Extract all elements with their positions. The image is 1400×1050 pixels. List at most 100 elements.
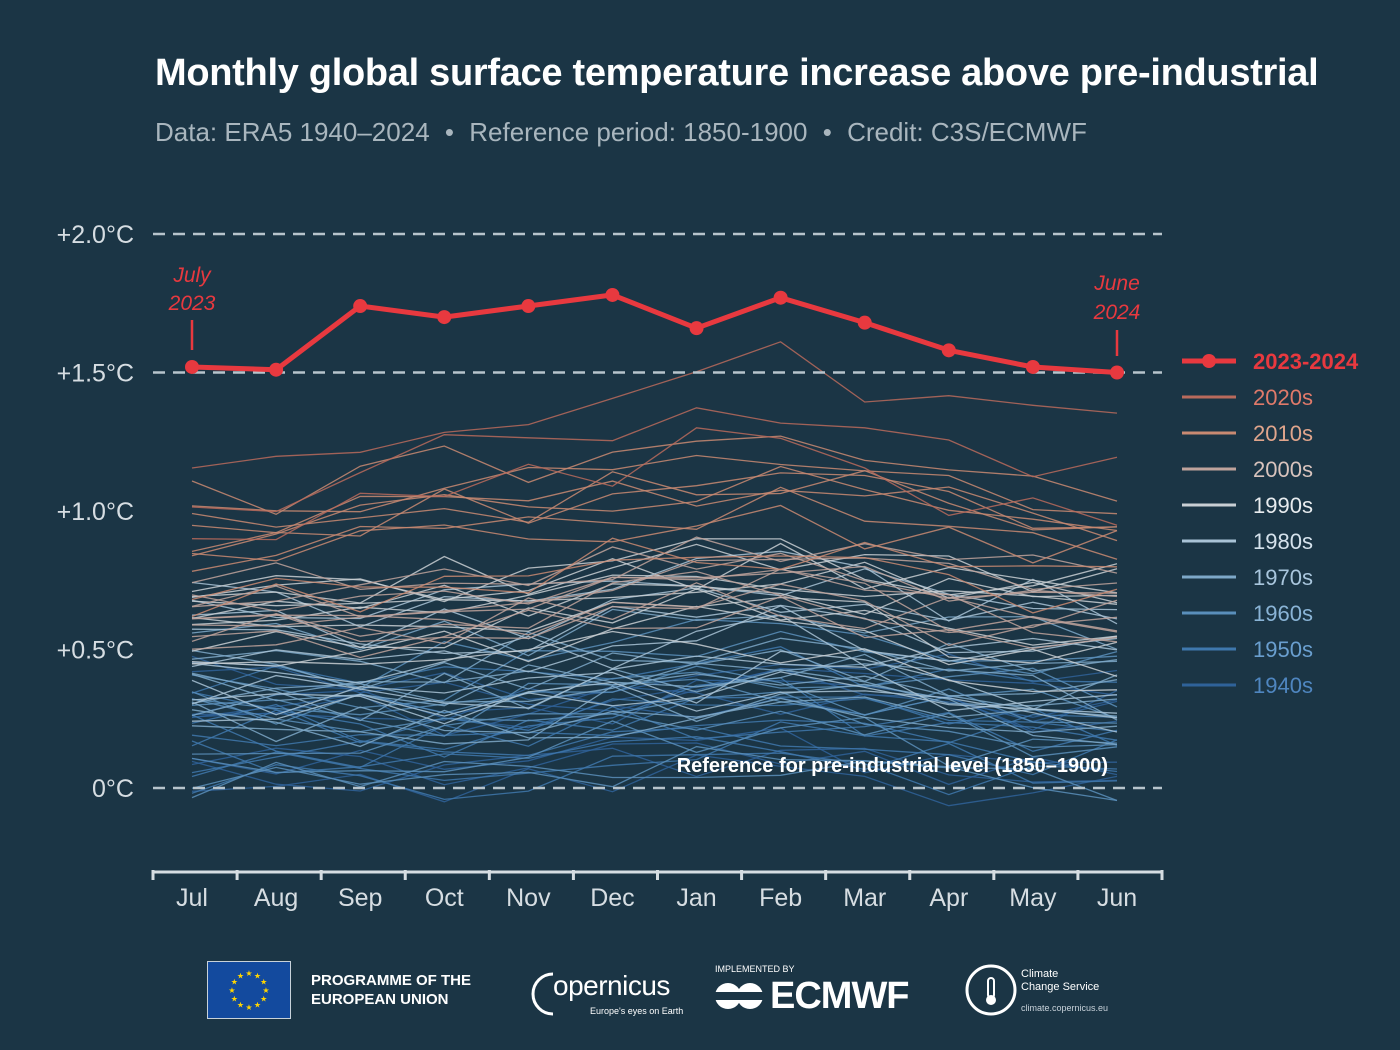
decade-line-1960s (191, 745, 1118, 802)
x-tick-label: Jun (1097, 884, 1137, 912)
decade-line-1960s (191, 710, 1118, 758)
legend-label-1980s: 1980s (1253, 529, 1313, 554)
decade-line-1940s (191, 742, 1118, 786)
decade-line-2010s (191, 537, 1118, 601)
ccs-line-2: Change Service (1021, 981, 1100, 993)
highlight-point (941, 343, 956, 358)
decade-line-1950s (191, 726, 1118, 776)
decade-line-2020s (191, 407, 1118, 513)
highlight-point (353, 299, 368, 314)
y-tick-label: +0.5°C (57, 637, 134, 665)
decade-line-1950s (191, 713, 1118, 747)
eu-star-icon: ★ (245, 1003, 252, 1012)
eu-star-icon: ★ (254, 1001, 261, 1010)
decade-line-1960s (191, 630, 1118, 709)
decade-line-1950s (191, 705, 1118, 769)
decade-line-2010s (191, 555, 1118, 618)
ecmwf-name: ECMWF (770, 975, 910, 1017)
decade-line-1950s (191, 721, 1118, 782)
x-tick-label: Aug (254, 884, 298, 912)
annotation-month: June (1093, 272, 1140, 295)
decade-line-1980s (191, 605, 1118, 673)
highlight-point (1110, 365, 1124, 380)
temperature-chart: 0°C +0.5°C +1.0°C +1.5°C +2.0°C Jul Aug Sep Oct N… (57, 221, 1359, 912)
legend-marker (1202, 354, 1216, 368)
decade-line-2000s (191, 583, 1118, 646)
x-tick-label: Feb (759, 884, 802, 912)
decade-line-2000s (191, 595, 1118, 659)
decade-line-1960s (191, 691, 1118, 749)
decade-line-2010s (191, 454, 1118, 515)
decade-line-1990s (191, 543, 1118, 604)
decade-line-2020s (191, 341, 1118, 469)
footer-logos: ★ ★ ★ ★ ★ ★ ★ ★ ★ ★ ★ ★ PROGRAMME OF THE EUROPEAN U… (0, 950, 1400, 1050)
y-tick-label: 0°C (92, 775, 134, 803)
x-tick-label: Nov (506, 884, 551, 912)
legend-label-2010s: 2010s (1253, 421, 1313, 446)
decade-line-1980s (191, 655, 1118, 712)
chart-title: Monthly global surface temperature incre… (155, 52, 1319, 94)
subtitle-separator: • (444, 117, 454, 147)
eu-star-icon: ★ (237, 971, 244, 980)
highlight-point (605, 287, 620, 302)
legend-label-2023-2024: 2023-2024 (1253, 349, 1359, 374)
decade-line-1980s (191, 681, 1118, 733)
legend-label-2020s: 2020s (1253, 385, 1313, 410)
y-tick-label: +2.0°C (57, 221, 134, 249)
decade-line-2020s (191, 427, 1118, 541)
decade-line-2000s (191, 557, 1118, 618)
copernicus-tagline: Europe's eyes on Earth (590, 1006, 684, 1016)
ccs-url: climate.copernicus.eu (1021, 1003, 1109, 1013)
highlight-point (773, 290, 788, 305)
eu-star-icon: ★ (260, 978, 267, 987)
decade-line-1970s (191, 670, 1118, 717)
ccs-line-1: Climate (1021, 968, 1059, 980)
decade-line-1970s (191, 668, 1118, 722)
decade-line-1980s (191, 671, 1118, 722)
x-tick-label: May (1009, 884, 1057, 912)
decade-line-1980s (191, 604, 1118, 655)
subtitle-credit: Credit: C3S/ECMWF (847, 117, 1087, 147)
subtitle-separator: • (822, 117, 832, 147)
highlight-point (1025, 359, 1040, 374)
y-tick-label: +1.0°C (57, 498, 134, 526)
decade-line-2010s (191, 504, 1118, 564)
copernicus-name: opernicus (553, 970, 670, 1001)
ecmwf-implemented-by: IMPLEMENTED BY (715, 964, 795, 974)
legend-label-1960s: 1960s (1253, 601, 1313, 626)
eu-star-icon: ★ (231, 978, 238, 987)
decade-line-2010s (191, 465, 1118, 557)
subtitle-reference: Reference period: 1850-1900 (469, 117, 808, 147)
decade-line-1990s (191, 605, 1118, 678)
highlight-point (185, 359, 199, 374)
decade-line-2000s (191, 568, 1118, 632)
highlight-point (521, 299, 536, 314)
decade-line-1980s (191, 650, 1118, 719)
decade-line-1960s (191, 716, 1118, 774)
decade-line-1950s (191, 736, 1118, 784)
eu-line-1: PROGRAMME OF THE (311, 972, 471, 989)
legend-label-1950s: 1950s (1253, 637, 1313, 662)
decade-line-2010s (191, 470, 1118, 531)
chart-subtitle: Data: ERA5 1940–2024 • Reference period:… (155, 117, 1355, 148)
decade-line-1990s (191, 561, 1118, 604)
decade-line-2010s (191, 486, 1118, 572)
subtitle-data: Data: ERA5 1940–2024 (155, 117, 430, 147)
ccs-name: Climate Change Service (1021, 968, 1099, 994)
eu-flag-icon: ★ ★ ★ ★ ★ ★ ★ ★ ★ ★ ★ ★ (207, 961, 291, 1019)
decade-line-2010s (191, 435, 1118, 516)
annotation-year: 2024 (1093, 301, 1141, 324)
decade-line-1940s (191, 666, 1118, 712)
decade-line-1950s (191, 752, 1118, 801)
decade-line-1980s (191, 614, 1118, 684)
eu-star-icon: ★ (228, 986, 235, 995)
highlight-point (857, 315, 872, 330)
legend-label-2000s: 2000s (1253, 457, 1313, 482)
decade-line-2010s (191, 480, 1118, 542)
y-tick-label: +1.5°C (57, 360, 134, 388)
x-tick-label: Dec (590, 884, 634, 912)
decade-line-1940s (191, 754, 1118, 807)
x-tick-label: Apr (929, 884, 968, 912)
decade-line-2000s (191, 565, 1118, 627)
reference-label: Reference for pre-industrial level (1850… (677, 755, 1108, 777)
